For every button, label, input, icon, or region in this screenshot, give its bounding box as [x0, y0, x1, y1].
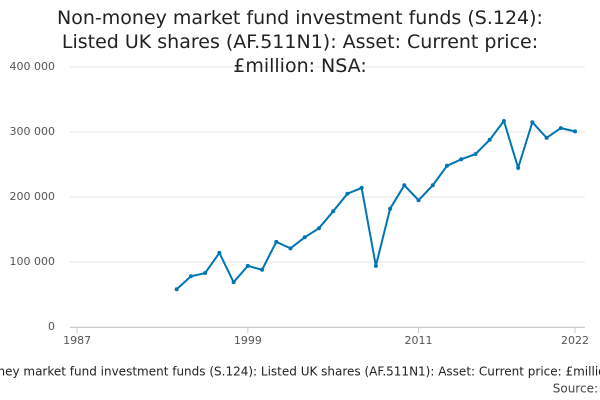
data-point — [416, 198, 421, 203]
data-point — [217, 250, 222, 255]
data-point — [231, 280, 236, 285]
data-point — [174, 287, 179, 292]
data-point — [274, 239, 279, 244]
data-point — [445, 163, 450, 168]
data-point — [473, 152, 478, 157]
data-point — [359, 185, 364, 190]
data-point — [501, 118, 506, 123]
data-point — [373, 263, 378, 268]
data-point — [402, 183, 407, 188]
data-point — [245, 263, 250, 268]
data-point — [573, 129, 578, 134]
x-tick-label: 1999 — [234, 334, 262, 347]
y-tick-label: 300 000 — [10, 125, 56, 138]
data-point — [188, 274, 193, 279]
data-point — [544, 135, 549, 140]
data-point — [331, 209, 336, 214]
data-point — [260, 267, 265, 272]
data-point — [388, 206, 393, 211]
data-point — [459, 157, 464, 162]
data-point — [203, 271, 208, 276]
data-point — [345, 191, 350, 196]
data-point — [288, 246, 293, 251]
source: Source: — [553, 382, 598, 396]
chart-title: Non-money market fund investment funds (… — [57, 7, 543, 77]
data-point — [487, 137, 492, 142]
data-point — [516, 165, 521, 170]
data-point — [558, 126, 563, 131]
y-tick-label: 100 000 — [10, 255, 56, 268]
x-axis-label: Non-money market fund investment funds (… — [0, 365, 600, 379]
data-point — [302, 235, 307, 240]
y-tick-label: 400 000 — [10, 60, 56, 73]
x-tick-label: 2022 — [561, 334, 589, 347]
x-tick-label: 1987 — [63, 334, 91, 347]
x-tick-label: 2011 — [405, 334, 433, 347]
y-tick-label: 200 000 — [10, 190, 56, 203]
data-point — [530, 120, 535, 125]
data-point — [316, 226, 321, 231]
y-tick-label: 0 — [48, 320, 55, 333]
data-point — [430, 183, 435, 188]
